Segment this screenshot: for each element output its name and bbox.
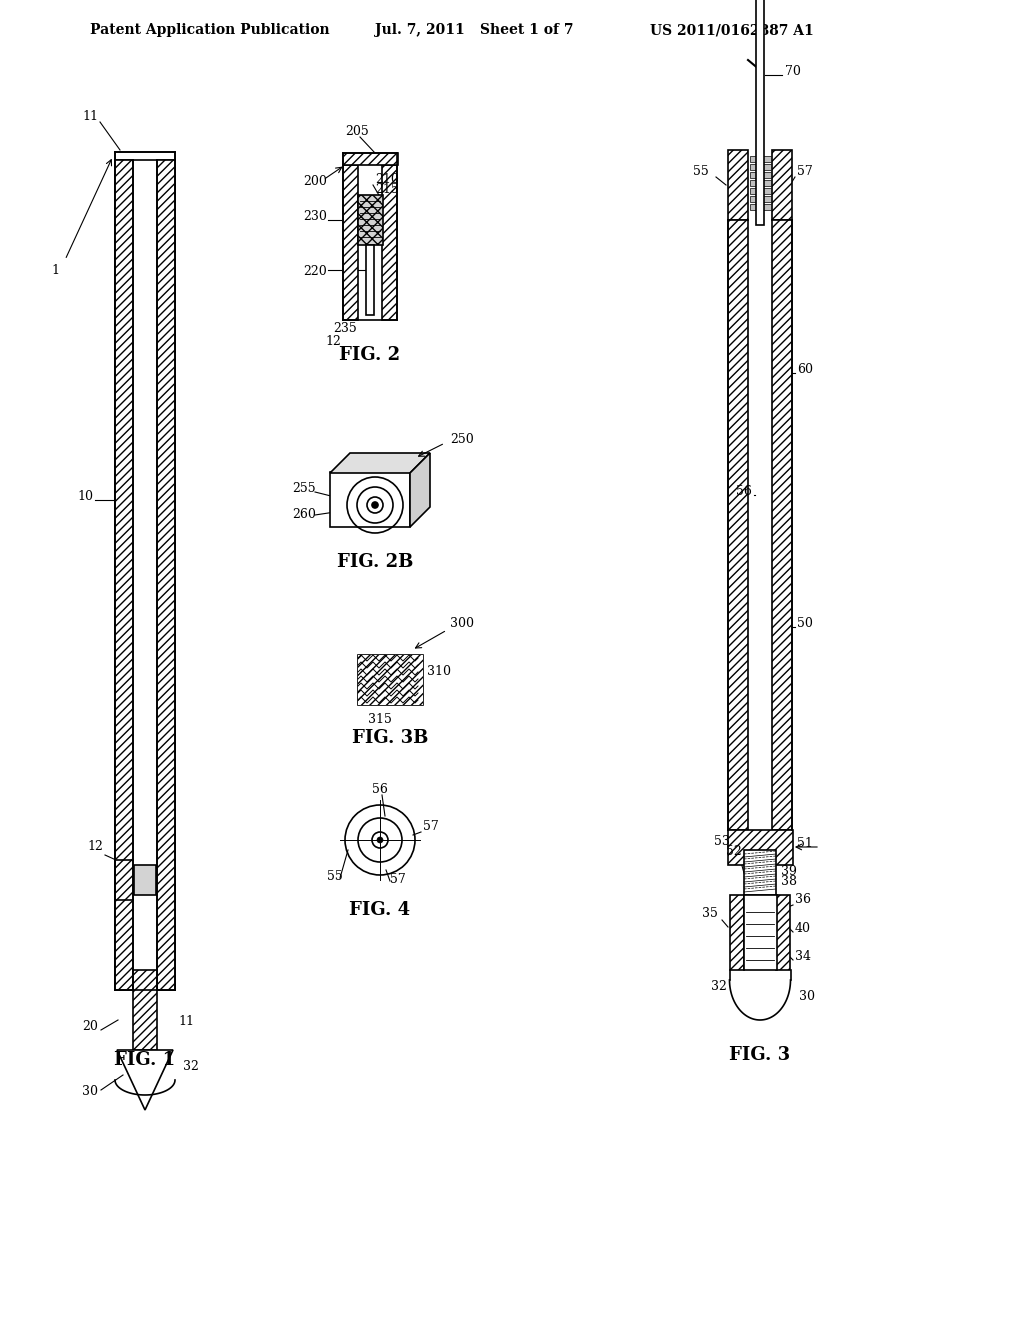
Bar — [750, 180, 771, 186]
Bar — [750, 172, 771, 178]
Polygon shape — [117, 1049, 173, 1110]
Bar — [750, 195, 771, 202]
Text: 20: 20 — [82, 1020, 98, 1034]
Text: 11: 11 — [82, 110, 98, 123]
Text: 32: 32 — [183, 1060, 199, 1073]
Polygon shape — [330, 453, 430, 473]
Text: 200: 200 — [303, 176, 327, 187]
Text: 205: 205 — [345, 125, 369, 139]
Text: 310: 310 — [427, 665, 451, 678]
Text: 57: 57 — [797, 165, 813, 178]
Bar — [772, 150, 792, 220]
Text: 250: 250 — [450, 433, 474, 446]
Polygon shape — [410, 453, 430, 527]
Bar — [134, 865, 156, 895]
Bar — [730, 895, 744, 970]
Text: 255: 255 — [292, 482, 315, 495]
Bar — [756, 0, 764, 224]
Bar — [358, 195, 383, 246]
Text: 57: 57 — [423, 820, 438, 833]
Bar — [115, 152, 175, 160]
Bar — [772, 220, 792, 830]
Text: 315: 315 — [368, 713, 392, 726]
Text: Jul. 7, 2011: Jul. 7, 2011 — [375, 22, 465, 37]
Text: 215: 215 — [375, 183, 398, 195]
Bar — [748, 220, 773, 830]
Text: 30: 30 — [82, 1085, 98, 1098]
Text: FIG. 1: FIG. 1 — [115, 1051, 175, 1069]
Text: FIG. 2B: FIG. 2B — [337, 553, 414, 572]
Text: 39: 39 — [781, 865, 797, 878]
Bar — [343, 165, 358, 319]
Bar — [776, 895, 790, 970]
Bar — [343, 153, 398, 165]
Text: Sheet 1 of 7: Sheet 1 of 7 — [480, 22, 573, 37]
Bar — [750, 187, 771, 194]
Text: 38: 38 — [781, 875, 797, 888]
Text: 11: 11 — [178, 1015, 194, 1028]
Text: 235: 235 — [333, 322, 356, 335]
Text: Patent Application Publication: Patent Application Publication — [90, 22, 330, 37]
Text: 230: 230 — [303, 210, 327, 223]
Text: 55: 55 — [693, 165, 709, 178]
Bar — [744, 850, 776, 895]
Text: 51: 51 — [797, 837, 813, 850]
Text: FIG. 4: FIG. 4 — [349, 902, 411, 919]
Text: 56: 56 — [372, 783, 388, 796]
Text: 32: 32 — [712, 979, 727, 993]
Bar — [750, 156, 771, 162]
Text: 60: 60 — [797, 363, 813, 376]
Bar — [115, 160, 133, 990]
Bar — [382, 165, 397, 319]
Bar — [133, 160, 157, 990]
Text: 50: 50 — [797, 616, 813, 630]
Text: 56: 56 — [736, 484, 752, 498]
Text: FIG. 2: FIG. 2 — [339, 346, 400, 364]
Text: 10: 10 — [77, 490, 93, 503]
Text: 11: 11 — [133, 870, 150, 883]
Bar — [728, 830, 793, 865]
Bar — [366, 246, 374, 315]
Text: 35: 35 — [702, 907, 718, 920]
Text: 12: 12 — [325, 335, 341, 348]
Bar — [728, 220, 748, 830]
Bar — [358, 655, 423, 705]
Bar — [728, 150, 748, 220]
Circle shape — [372, 502, 378, 508]
Bar — [358, 655, 423, 705]
Text: 260: 260 — [292, 508, 315, 521]
Text: 57: 57 — [390, 873, 406, 886]
Text: 70: 70 — [785, 65, 801, 78]
Bar — [750, 164, 771, 170]
Text: 30: 30 — [799, 990, 814, 1003]
Text: FIG. 3: FIG. 3 — [729, 1045, 791, 1064]
Bar — [330, 473, 410, 527]
Bar — [157, 160, 175, 990]
Circle shape — [377, 837, 383, 843]
Text: 40: 40 — [795, 921, 811, 935]
Text: FIG. 3B: FIG. 3B — [352, 729, 428, 747]
Text: 36: 36 — [795, 894, 811, 906]
Text: 1: 1 — [51, 264, 59, 276]
Text: 300: 300 — [450, 616, 474, 630]
Text: 210: 210 — [375, 173, 399, 186]
Text: US 2011/0162887 A1: US 2011/0162887 A1 — [650, 22, 814, 37]
Text: 34: 34 — [795, 950, 811, 964]
Text: 53: 53 — [714, 836, 730, 847]
Text: 52: 52 — [726, 845, 741, 858]
Bar — [115, 160, 133, 990]
Bar — [157, 160, 175, 990]
Bar — [744, 895, 777, 970]
Text: 55: 55 — [327, 870, 343, 883]
Bar — [133, 970, 157, 1049]
Text: 12: 12 — [87, 840, 103, 853]
Text: 220: 220 — [303, 265, 327, 279]
Bar — [750, 205, 771, 210]
